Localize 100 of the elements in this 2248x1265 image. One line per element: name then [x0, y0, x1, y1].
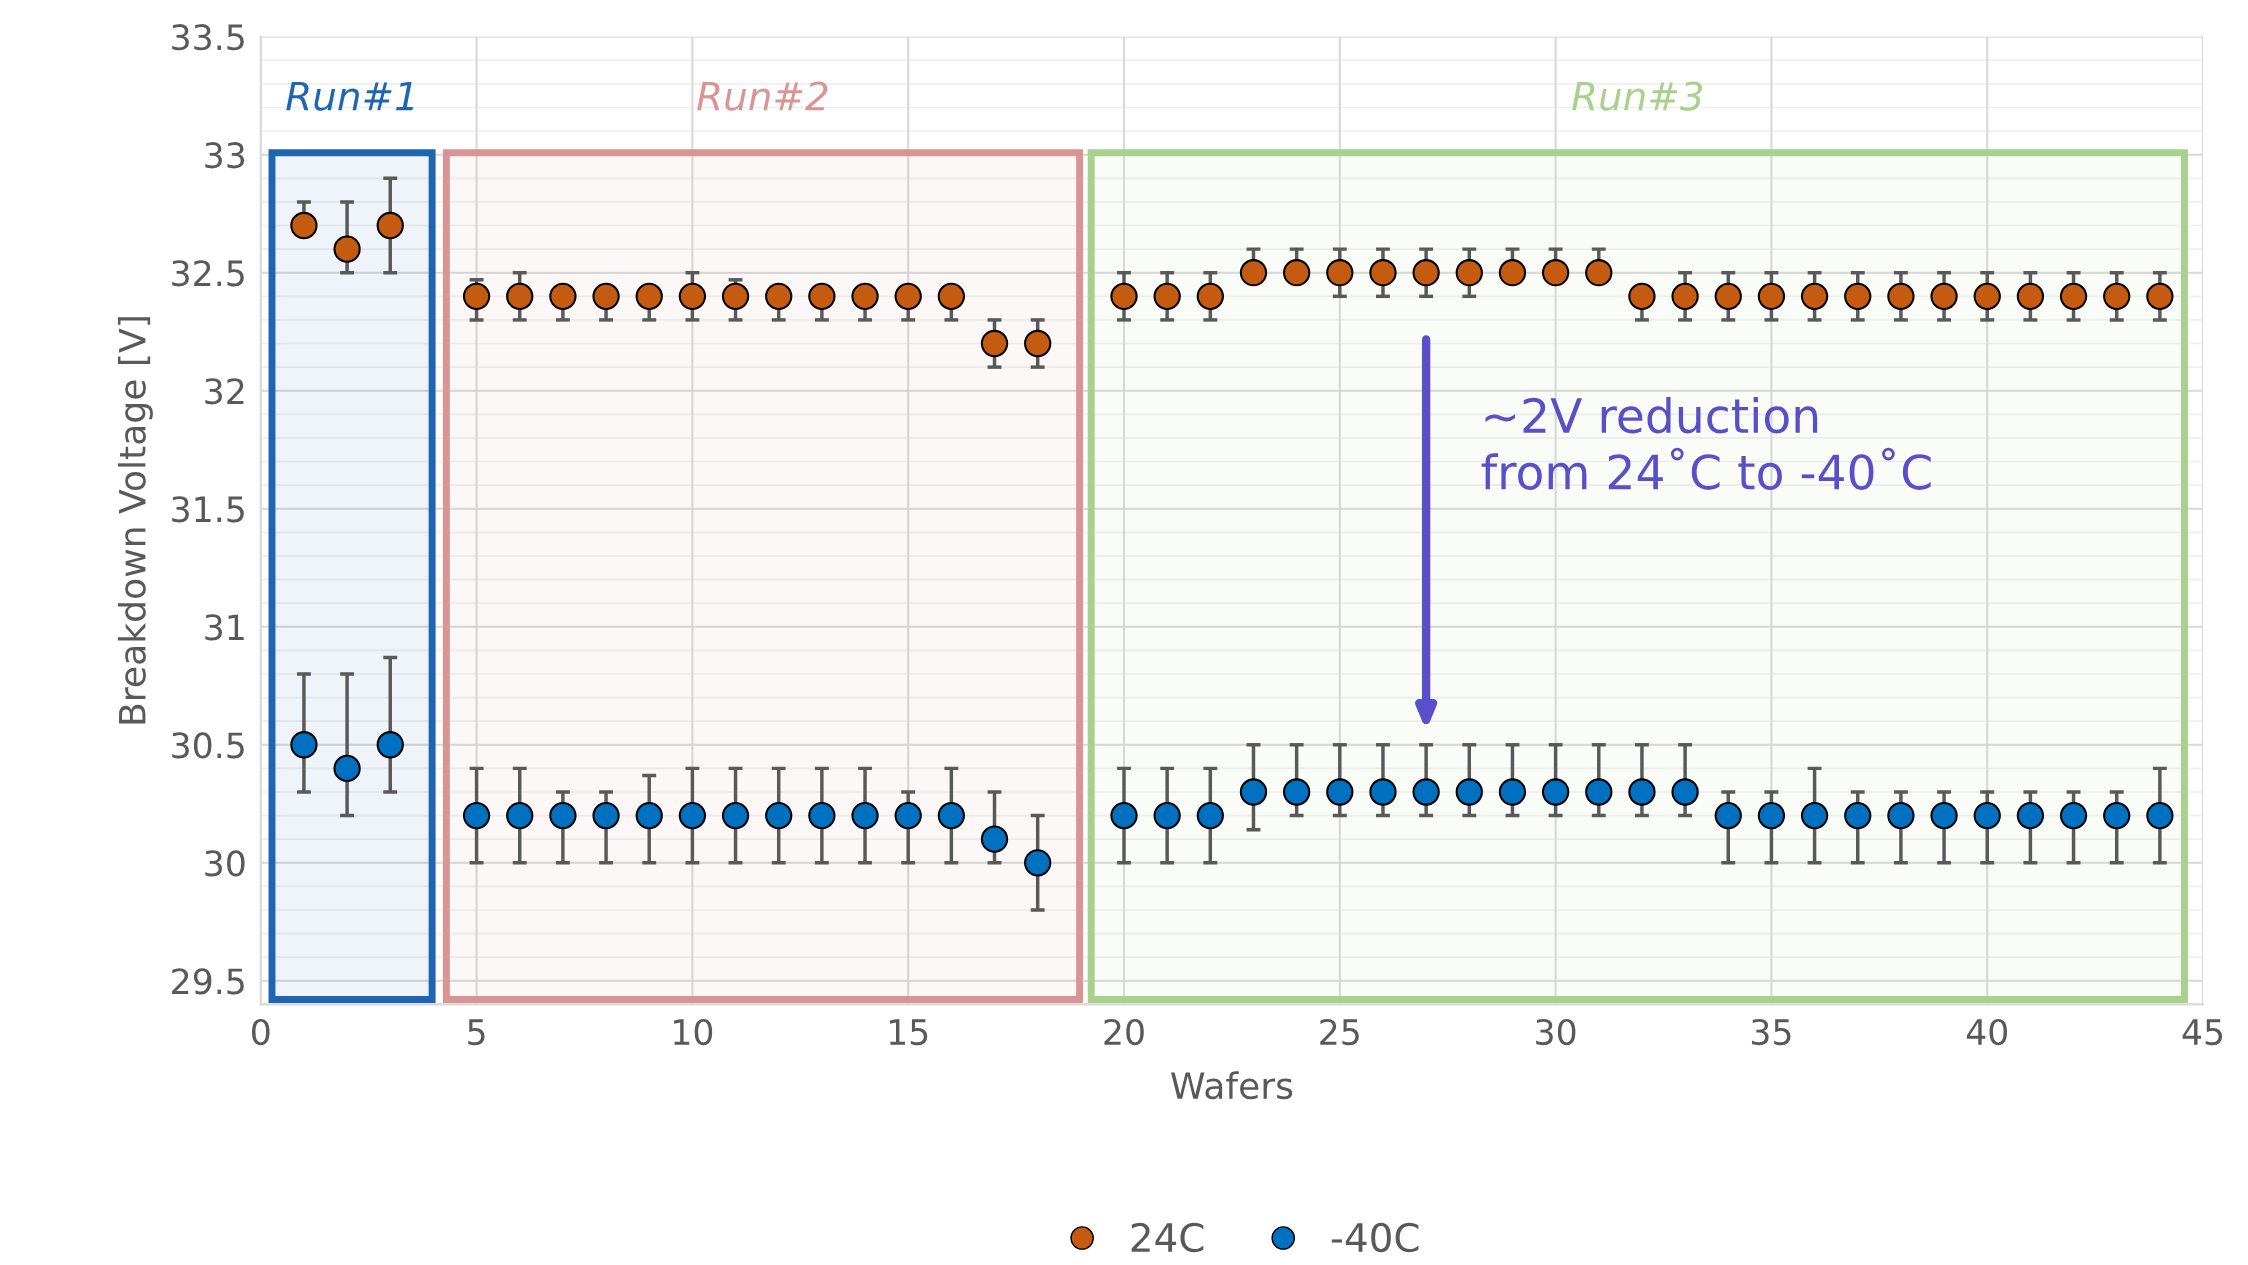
point — [2146, 801, 2174, 830]
point — [1412, 778, 1440, 806]
point — [1412, 259, 1440, 287]
point — [1153, 801, 1181, 830]
point — [290, 731, 318, 759]
point — [1498, 259, 1527, 287]
point — [1024, 849, 1052, 877]
point — [333, 235, 361, 263]
point — [1800, 282, 1829, 310]
point — [1800, 801, 1829, 830]
point — [290, 211, 318, 240]
point — [1585, 778, 1613, 806]
x-tick-label: 5 — [468, 1019, 485, 1046]
point — [1498, 778, 1527, 806]
point — [635, 282, 663, 310]
point — [1887, 801, 1915, 830]
x-tick-label: 35 — [1751, 1018, 1791, 1046]
point — [549, 801, 577, 830]
x-tick-label: 20 — [1104, 1018, 1144, 1046]
point — [808, 801, 836, 830]
point — [2059, 801, 2088, 830]
y-tick-label: 33.5 — [172, 24, 244, 51]
point — [635, 801, 663, 830]
y-axis-title: Breakdown Voltage [V] — [117, 317, 153, 724]
point — [462, 801, 491, 830]
point — [506, 801, 534, 830]
point — [2016, 801, 2045, 830]
point — [1196, 282, 1224, 310]
point — [376, 731, 404, 759]
point — [765, 282, 793, 310]
point — [1887, 282, 1915, 310]
point — [937, 282, 966, 310]
point — [980, 825, 1009, 853]
point — [592, 801, 620, 830]
point — [678, 801, 707, 830]
point — [1110, 801, 1138, 830]
y-tick-label: 31 — [205, 614, 244, 641]
x-tick-label: 45 — [2182, 1019, 2223, 1046]
y-tick-label: 33 — [205, 142, 245, 169]
point — [808, 282, 836, 310]
legend-label: -40C — [1331, 1222, 1419, 1253]
point — [721, 282, 750, 310]
point — [1239, 778, 1268, 806]
point — [1541, 259, 1570, 287]
point — [1628, 778, 1656, 806]
x-tick-label: 25 — [1320, 1018, 1359, 1046]
x-tick-label: 30 — [1536, 1018, 1576, 1046]
point — [376, 211, 404, 240]
point — [1153, 282, 1181, 310]
x-axis-title: Wafers — [1171, 1071, 1293, 1100]
y-tick-label: 29.5 — [172, 968, 244, 995]
point — [1714, 801, 1742, 830]
legend-label: 24C — [1131, 1222, 1204, 1253]
point — [1671, 282, 1699, 310]
point — [1110, 282, 1138, 310]
point — [2059, 282, 2088, 310]
point — [2103, 282, 2131, 310]
point — [1239, 259, 1268, 287]
point — [1973, 801, 2001, 830]
annotation: ~2V reduction from 24˚C to -40˚C — [1481, 396, 1931, 490]
point — [980, 329, 1009, 358]
point — [462, 282, 491, 310]
point — [1282, 259, 1311, 287]
y-tick-label: 31.5 — [172, 496, 244, 523]
band-label: Run#3 — [1572, 81, 1703, 111]
band-label: Run#2 — [697, 81, 828, 111]
point — [1282, 778, 1311, 806]
point — [1369, 259, 1397, 287]
point — [1930, 282, 1958, 310]
point — [1369, 778, 1397, 806]
point — [2146, 282, 2174, 310]
point — [721, 801, 750, 830]
point — [1844, 801, 1872, 830]
point — [765, 801, 793, 830]
point — [851, 282, 879, 310]
point — [1757, 282, 1786, 310]
x-tick-label: 40 — [1966, 1018, 2008, 1046]
band-label: Run#1 — [286, 81, 413, 111]
point — [506, 282, 534, 310]
x-tick-label: 10 — [674, 1018, 713, 1046]
point — [1628, 282, 1656, 310]
point — [1757, 801, 1786, 830]
point — [1326, 778, 1354, 806]
point — [1714, 282, 1742, 310]
point — [2103, 801, 2131, 830]
point — [1844, 282, 1872, 310]
point — [894, 282, 922, 310]
y-tick-label: 32.5 — [172, 260, 244, 287]
point — [1930, 801, 1958, 830]
point — [333, 754, 361, 783]
point — [1326, 259, 1354, 287]
point — [1455, 259, 1483, 287]
point — [1973, 282, 2001, 310]
point — [592, 282, 620, 310]
point — [678, 282, 707, 310]
y-tick-label: 30.5 — [172, 732, 244, 759]
point — [2016, 282, 2045, 310]
point — [1671, 778, 1699, 806]
point — [1541, 778, 1570, 806]
point — [851, 801, 879, 830]
